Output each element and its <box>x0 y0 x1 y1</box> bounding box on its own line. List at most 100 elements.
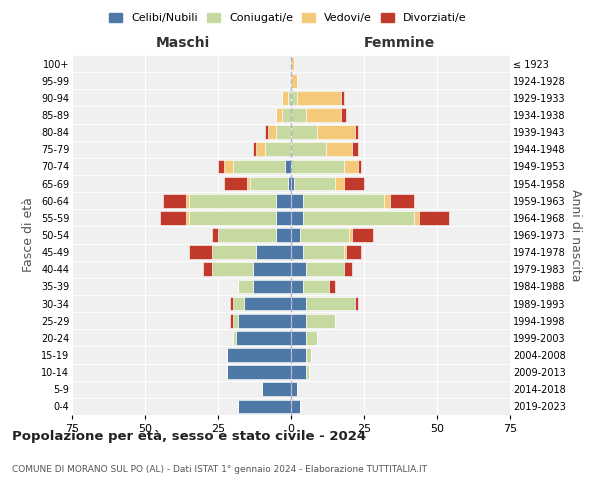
Bar <box>291 366 305 379</box>
Bar <box>305 262 344 276</box>
Text: Femmine: Femmine <box>364 36 434 50</box>
Bar <box>291 126 317 139</box>
Bar <box>291 142 326 156</box>
Bar <box>419 211 449 224</box>
Bar <box>224 176 247 190</box>
Bar <box>297 91 341 104</box>
Bar <box>355 296 358 310</box>
Bar <box>256 142 265 156</box>
Bar <box>291 382 297 396</box>
Bar <box>344 160 358 173</box>
Bar <box>265 126 268 139</box>
Bar <box>344 262 352 276</box>
Bar <box>268 126 277 139</box>
Bar <box>189 246 212 259</box>
Bar <box>212 262 253 276</box>
Bar <box>265 142 291 156</box>
Bar <box>189 194 277 207</box>
Bar <box>230 314 233 328</box>
Bar <box>233 314 238 328</box>
Bar <box>160 211 186 224</box>
Bar <box>355 126 358 139</box>
Bar <box>291 91 297 104</box>
Bar <box>341 91 344 104</box>
Bar <box>288 91 291 104</box>
Bar <box>291 108 305 122</box>
Bar <box>233 160 285 173</box>
Bar <box>238 280 253 293</box>
Bar <box>236 331 291 344</box>
Y-axis label: Fasce di età: Fasce di età <box>22 198 35 272</box>
Bar <box>358 160 361 173</box>
Bar <box>349 228 352 242</box>
Bar <box>305 366 308 379</box>
Bar <box>253 262 291 276</box>
Bar <box>291 228 300 242</box>
Bar <box>291 194 302 207</box>
Bar <box>218 228 277 242</box>
Bar <box>385 194 390 207</box>
Bar <box>302 246 344 259</box>
Bar <box>326 142 352 156</box>
Bar <box>305 314 335 328</box>
Bar <box>291 400 300 413</box>
Bar <box>305 296 355 310</box>
Bar <box>390 194 413 207</box>
Bar <box>335 176 344 190</box>
Bar <box>186 194 189 207</box>
Bar <box>305 108 341 122</box>
Text: Maschi: Maschi <box>156 36 210 50</box>
Bar <box>203 262 212 276</box>
Bar <box>294 176 335 190</box>
Bar <box>291 74 297 88</box>
Bar <box>285 160 291 173</box>
Bar <box>291 176 294 190</box>
Bar <box>291 314 305 328</box>
Bar <box>186 211 189 224</box>
Bar <box>317 126 355 139</box>
Bar <box>218 160 224 173</box>
Bar <box>413 211 419 224</box>
Bar <box>300 228 349 242</box>
Bar <box>291 348 305 362</box>
Bar <box>302 280 329 293</box>
Bar <box>244 296 291 310</box>
Bar <box>302 194 385 207</box>
Bar <box>341 108 346 122</box>
Text: COMUNE DI MORANO SUL PO (AL) - Dati ISTAT 1° gennaio 2024 - Elaborazione TUTTITA: COMUNE DI MORANO SUL PO (AL) - Dati ISTA… <box>12 465 427 474</box>
Bar <box>277 194 291 207</box>
Bar <box>302 211 413 224</box>
Bar <box>230 296 233 310</box>
Bar <box>291 211 302 224</box>
Bar <box>224 160 233 173</box>
Bar <box>352 142 358 156</box>
Bar <box>233 296 244 310</box>
Bar <box>291 280 302 293</box>
Bar <box>282 91 288 104</box>
Bar <box>291 296 305 310</box>
Text: Popolazione per età, sesso e stato civile - 2024: Popolazione per età, sesso e stato civil… <box>12 430 366 443</box>
Bar <box>291 331 305 344</box>
Bar <box>277 108 282 122</box>
Bar <box>253 142 256 156</box>
Legend: Celibi/Nubili, Coniugati/e, Vedovi/e, Divorziati/e: Celibi/Nubili, Coniugati/e, Vedovi/e, Di… <box>105 8 471 28</box>
Bar <box>256 246 291 259</box>
Bar <box>227 348 291 362</box>
Bar <box>212 228 218 242</box>
Bar <box>277 126 291 139</box>
Bar <box>262 382 291 396</box>
Bar <box>277 228 291 242</box>
Bar <box>329 280 335 293</box>
Bar <box>291 56 294 70</box>
Bar <box>238 400 291 413</box>
Bar <box>238 314 291 328</box>
Bar <box>352 228 373 242</box>
Bar <box>344 176 364 190</box>
Bar <box>288 176 291 190</box>
Bar <box>291 160 344 173</box>
Bar <box>247 176 250 190</box>
Bar <box>291 262 305 276</box>
Bar <box>277 211 291 224</box>
Bar <box>189 211 277 224</box>
Bar <box>291 246 302 259</box>
